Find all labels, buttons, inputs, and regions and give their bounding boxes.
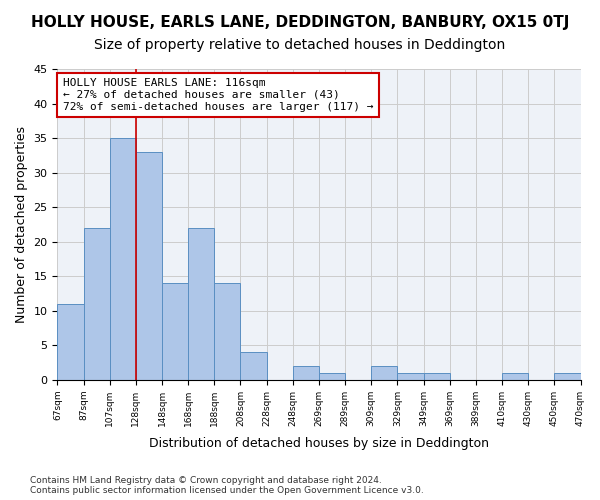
Text: HOLLY HOUSE EARLS LANE: 116sqm
← 27% of detached houses are smaller (43)
72% of : HOLLY HOUSE EARLS LANE: 116sqm ← 27% of … (62, 78, 373, 112)
Bar (502, 373, 528, 380)
Bar (162, 283, 188, 380)
Bar (554, 373, 581, 380)
Bar (424, 373, 450, 380)
Bar (214, 283, 241, 380)
Text: Size of property relative to detached houses in Deddington: Size of property relative to detached ho… (94, 38, 506, 52)
Bar (319, 373, 345, 380)
Text: Contains HM Land Registry data © Crown copyright and database right 2024.
Contai: Contains HM Land Registry data © Crown c… (30, 476, 424, 495)
Bar (58, 304, 83, 380)
Text: HOLLY HOUSE, EARLS LANE, DEDDINGTON, BANBURY, OX15 0TJ: HOLLY HOUSE, EARLS LANE, DEDDINGTON, BAN… (31, 15, 569, 30)
Bar (110, 138, 136, 380)
Y-axis label: Number of detached properties: Number of detached properties (15, 126, 28, 323)
Bar (293, 366, 319, 380)
Bar (83, 228, 110, 380)
Bar (136, 152, 162, 380)
Bar (241, 352, 266, 380)
Bar (188, 228, 214, 380)
Bar (371, 366, 397, 380)
X-axis label: Distribution of detached houses by size in Deddington: Distribution of detached houses by size … (149, 437, 489, 450)
Bar (397, 373, 424, 380)
